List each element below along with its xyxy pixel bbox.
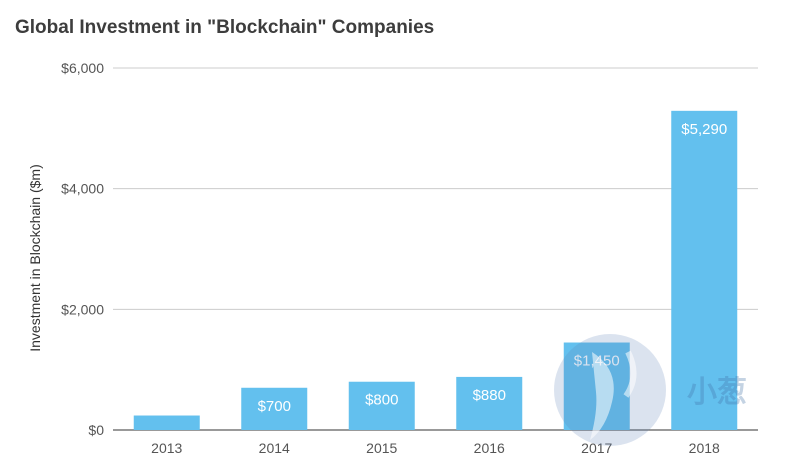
x-tick-label: 2018 [689,440,720,456]
y-tick-label: $6,000 [61,60,104,76]
bar-2016 [456,376,523,430]
data-label-2015: $800 [365,392,398,409]
bar-2018 [671,110,738,430]
bar-2014 [241,387,308,430]
y-tick-label: $0 [88,422,104,438]
data-label-2016: $880 [473,387,506,404]
x-tick-label: 2015 [366,440,397,456]
y-tick-label: $4,000 [61,181,104,197]
y-axis-ticks: $0 $2,000 $4,000 $6,000 [61,60,104,438]
chart-title: Global Investment in "Blockchain" Compan… [15,17,435,38]
x-tick-label: 2016 [474,440,505,456]
data-label-2018: $5,290 [681,121,727,138]
x-tick-label: 2014 [259,440,290,456]
data-labels: $700$800$880$1,450$5,290 [258,121,728,415]
x-axis-ticks: 2013 2014 2015 2016 2017 2018 [151,440,720,456]
x-tick-label: 2017 [581,440,612,456]
watermark: 小葱 [554,334,747,446]
watermark-text: 小葱 [687,375,747,410]
bar-2015 [348,381,415,430]
bar-2013 [133,415,200,430]
data-label-2014: $700 [258,398,291,415]
y-tick-label: $2,000 [61,301,104,317]
gridlines [113,67,758,431]
leaf-shape [590,352,614,440]
x-tick-label: 2013 [151,440,182,456]
y-axis-title: Investment in Blockchain ($m) [27,164,43,352]
